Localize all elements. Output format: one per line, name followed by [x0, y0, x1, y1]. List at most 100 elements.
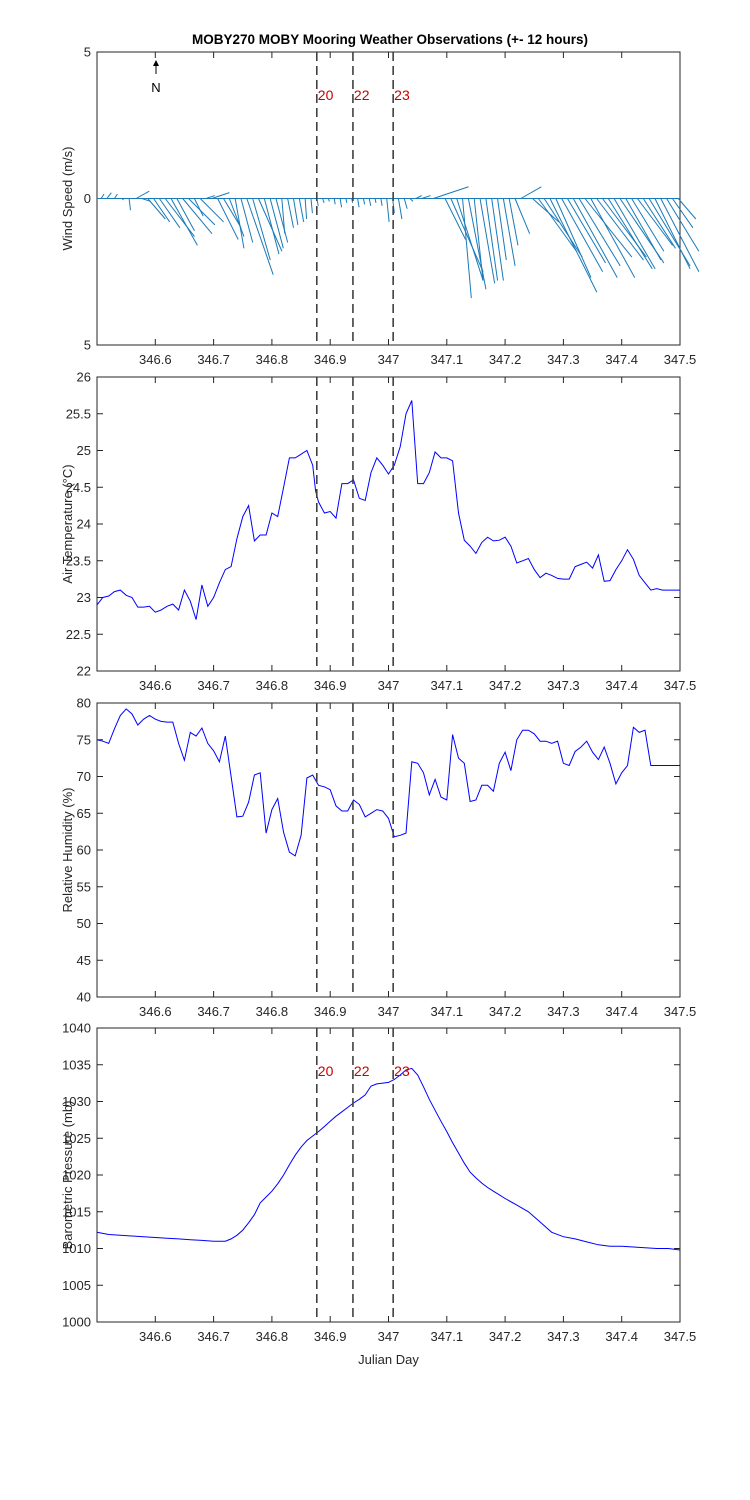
wind-stick — [170, 198, 198, 246]
event-marker-label: 20 — [318, 87, 334, 103]
y-tick-label: 1010 — [62, 1241, 91, 1256]
wind-stick — [147, 198, 166, 220]
wind-stick — [415, 195, 422, 199]
axes-box — [96, 376, 681, 672]
y-tick-label: 22 — [77, 664, 91, 679]
wind-stick — [153, 198, 171, 223]
x-tick-label: 347 — [378, 678, 400, 693]
wind-stick — [121, 198, 124, 201]
figure-title: MOBY270 MOBY Mooring Weather Observation… — [192, 32, 588, 47]
wind-stick — [520, 186, 542, 199]
x-tick-label: 346.7 — [197, 678, 230, 693]
y-tick-label: 70 — [77, 769, 91, 784]
x-tick-label: 346.9 — [314, 352, 347, 367]
wind-stick — [135, 190, 150, 199]
wind-stick — [269, 198, 284, 249]
x-tick-label: 346.6 — [139, 678, 172, 693]
wind-stick — [193, 198, 204, 217]
wind-stick — [114, 193, 118, 199]
x-tick-label: 346.8 — [256, 678, 289, 693]
wind-stick — [281, 198, 286, 234]
wind-stick — [182, 198, 213, 234]
wind-stick — [421, 195, 431, 199]
x-tick-label: 347.2 — [489, 1329, 522, 1344]
wind-stick — [310, 198, 313, 214]
wind-stick — [275, 198, 289, 243]
y-tick-label: 25 — [77, 443, 91, 458]
wind-stick — [567, 198, 607, 264]
x-tick-label: 347.2 — [489, 1004, 522, 1019]
x-tick-label: 346.9 — [314, 678, 347, 693]
wind-stick — [467, 198, 487, 290]
wind-stick — [433, 186, 469, 199]
wind-stick — [450, 198, 484, 272]
x-tick-label: 347.5 — [664, 1004, 697, 1019]
x-tick-label: 347.1 — [431, 352, 464, 367]
axes-box — [96, 1027, 681, 1323]
wind-stick — [631, 198, 665, 252]
wind-stick — [497, 198, 507, 261]
x-tick-label: 346.6 — [139, 1329, 172, 1344]
x-tick-label: 347.1 — [431, 1004, 464, 1019]
x-tick-label: 346.9 — [314, 1329, 347, 1344]
panel-4: 1000 1005 1010 1015 1020 1025 1030 1035 1040 346.… — [60, 1021, 696, 1368]
wind-stick — [380, 198, 383, 206]
wind-stick — [532, 198, 560, 223]
y-axis-label: Air Temperature (°C) — [60, 464, 75, 583]
wind-stick — [263, 198, 280, 255]
wind-stick — [106, 192, 112, 199]
event-marker-label: 22 — [354, 1063, 370, 1079]
wind-stick — [176, 198, 195, 231]
y-tick-label: 1040 — [62, 1021, 91, 1036]
wind-stick — [514, 198, 531, 234]
wind-stick — [357, 198, 360, 208]
x-tick-label: 347.3 — [547, 1004, 580, 1019]
y-tick-label: 26 — [77, 370, 91, 385]
event-marker-label: 23 — [394, 87, 410, 103]
event-marker-label: 23 — [394, 1063, 410, 1079]
wind-stick — [397, 198, 403, 220]
wind-stick — [339, 198, 343, 208]
y-tick-label: 75 — [77, 732, 91, 747]
wind-stick — [258, 198, 283, 252]
x-tick-label: 347.3 — [547, 678, 580, 693]
wind-stick — [199, 198, 224, 223]
wind-stick — [502, 198, 516, 266]
wind-stick — [228, 198, 245, 237]
y-tick-label: 55 — [77, 879, 91, 894]
y-tick-label: 23.5 — [66, 553, 91, 568]
y-tick-label: 80 — [77, 696, 91, 711]
x-tick-label: 346.6 — [139, 352, 172, 367]
x-tick-label: 347.2 — [489, 352, 522, 367]
x-tick-label: 346.7 — [197, 1004, 230, 1019]
y-axis-label: Barometric Pressure (mb) — [60, 1101, 75, 1250]
x-tick-label: 347.4 — [605, 352, 638, 367]
y-tick-label: 1030 — [62, 1094, 91, 1109]
x-tick-label: 346.8 — [256, 1329, 289, 1344]
y-tick-label: 50 — [77, 916, 91, 931]
north-arrow-head-icon — [153, 60, 159, 66]
wind-stick — [403, 198, 408, 209]
y-tick-label: 0 — [84, 191, 91, 206]
x-tick-label: 347.1 — [431, 1329, 464, 1344]
event-marker-label: 20 — [318, 1063, 334, 1079]
wind-stick — [654, 198, 691, 270]
x-tick-label: 347.4 — [605, 1329, 638, 1344]
wind-stick — [549, 198, 598, 293]
wind-stick — [543, 198, 583, 258]
wind-stick — [666, 198, 700, 252]
wind-stick — [409, 198, 414, 202]
y-tick-label: 22.5 — [66, 627, 91, 642]
y-tick-label: 23 — [77, 590, 91, 605]
wind-stick — [205, 195, 215, 199]
wind-stick — [100, 193, 105, 199]
y-axis-label: Relative Humidity (%) — [60, 788, 75, 913]
y-axis-label: Wind Speed (m/s) — [60, 146, 75, 250]
wind-stick — [444, 198, 467, 240]
event-marker-label: 22 — [354, 87, 370, 103]
wind-stick — [642, 198, 676, 249]
wind-stick — [298, 198, 305, 223]
wind-stick — [240, 198, 254, 243]
